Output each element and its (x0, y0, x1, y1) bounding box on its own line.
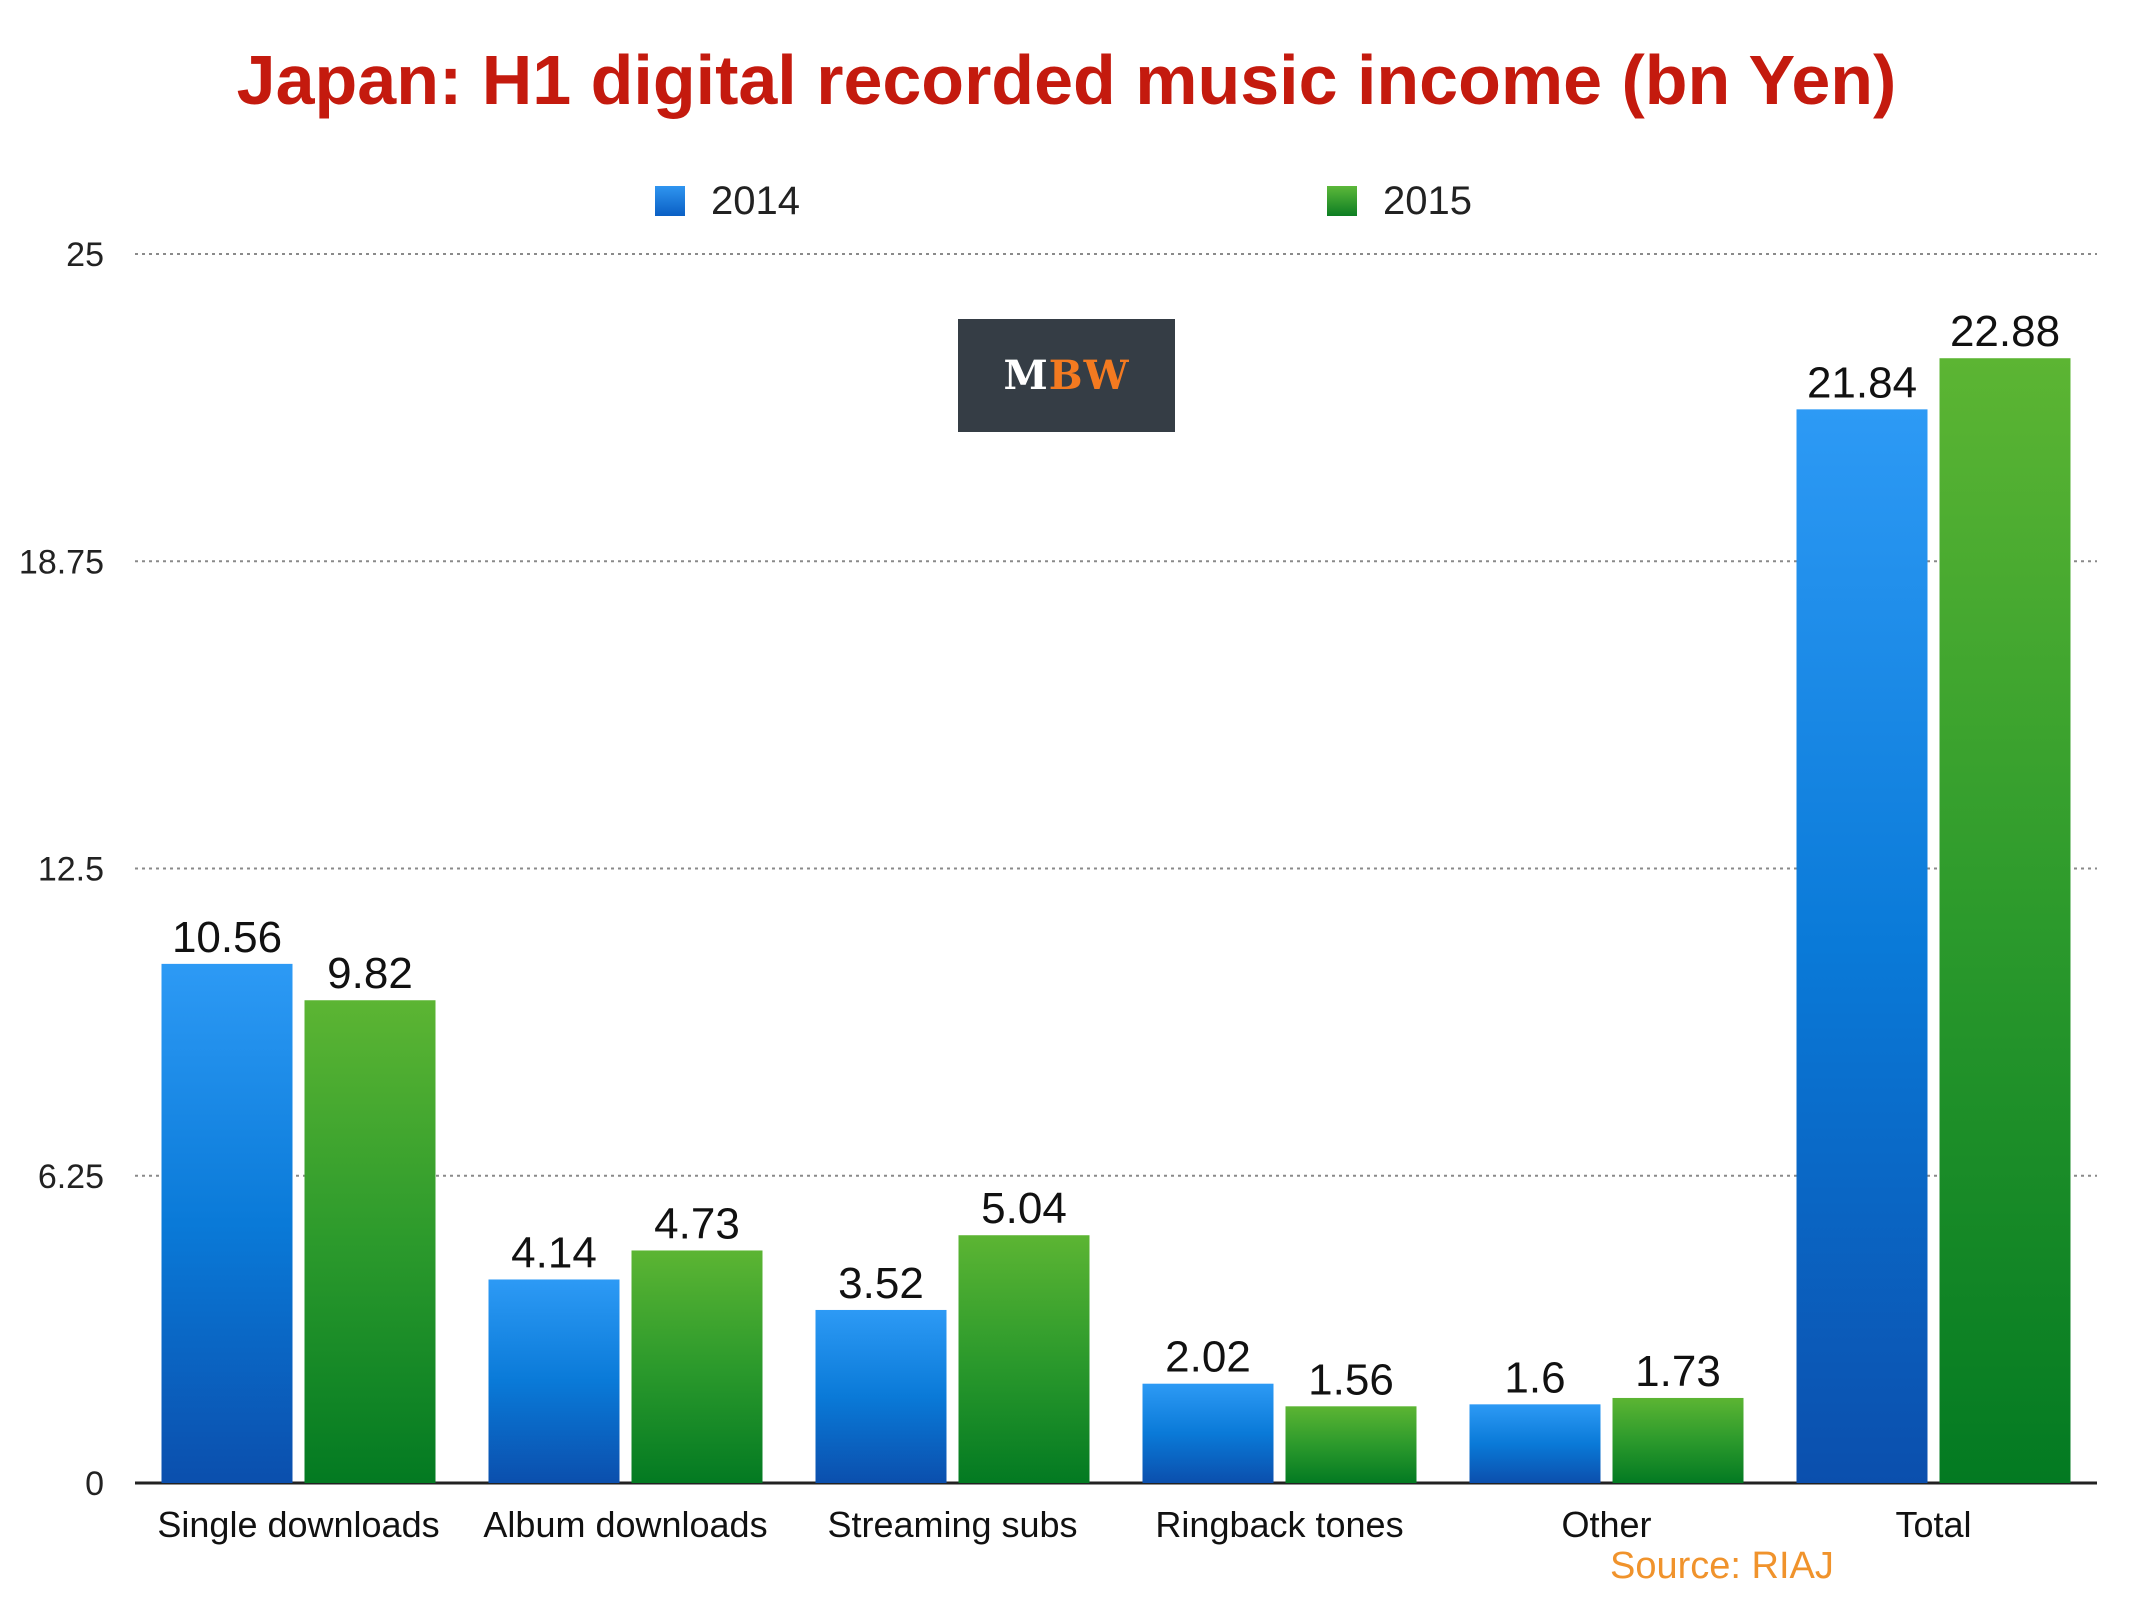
y-tick-label: 12.5 (38, 851, 104, 889)
bar-2014-3 (815, 1309, 947, 1483)
x-tick-label: Other (1561, 1504, 1651, 1545)
y-tick-label: 25 (66, 236, 104, 274)
data-label-2014-2: 4.14 (511, 1228, 597, 1277)
mbw-logo: M BW (958, 319, 1175, 432)
data-label-2015-2: 4.73 (654, 1199, 740, 1248)
data-label-2015-4: 1.56 (1308, 1355, 1394, 1404)
legend-swatch-2015 (1327, 186, 1357, 216)
data-label-2014-3: 3.52 (838, 1259, 924, 1308)
x-tick-label: Ringback tones (1155, 1504, 1403, 1545)
legend-swatch-2014 (655, 186, 685, 216)
bar-2014-6 (1796, 409, 1928, 1484)
y-tick-label: 18.75 (19, 543, 104, 581)
data-label-2015-6: 22.88 (1950, 307, 2060, 356)
bar-2015-3 (958, 1235, 1090, 1483)
logo-bw: BW (1048, 352, 1130, 399)
bar-2015-6 (1939, 358, 2071, 1483)
source-note: Source: RIAJ (1610, 1545, 1834, 1587)
x-tick-label: Streaming subs (827, 1504, 1077, 1545)
data-label-2014-1: 10.56 (172, 913, 282, 962)
bar-2015-4 (1285, 1406, 1417, 1483)
data-label-2015-5: 1.73 (1635, 1347, 1721, 1396)
y-tick-label: 0 (85, 1465, 104, 1503)
bar-2014-5 (1469, 1404, 1601, 1483)
bar-2015-5 (1612, 1397, 1744, 1483)
data-label-2015-3: 5.04 (981, 1184, 1067, 1233)
x-tick-label: Album downloads (483, 1504, 767, 1545)
y-tick-label: 6.25 (38, 1158, 104, 1196)
bar-2014-4 (1142, 1383, 1274, 1483)
bar-2015-2 (631, 1250, 763, 1483)
bar-2015-1 (304, 1000, 436, 1483)
chart-title: Japan: H1 digital recorded music income … (236, 41, 1897, 119)
legend-label-2015: 2015 (1383, 178, 1472, 223)
x-tick-label: Single downloads (157, 1504, 439, 1545)
data-label-2015-1: 9.82 (327, 949, 413, 998)
legend-label-2014: 2014 (711, 178, 800, 223)
legend-item-2014: 2014 (655, 178, 800, 223)
data-label-2014-4: 2.02 (1165, 1333, 1251, 1382)
x-tick-label: Total (1895, 1504, 1971, 1545)
bar-2014-1 (161, 963, 293, 1483)
data-label-2014-5: 1.6 (1504, 1353, 1565, 1402)
data-label-2014-6: 21.84 (1807, 358, 1917, 407)
bar-2014-2 (488, 1279, 620, 1483)
logo-m: M (1003, 352, 1049, 399)
legend-item-2015: 2015 (1327, 178, 1472, 223)
